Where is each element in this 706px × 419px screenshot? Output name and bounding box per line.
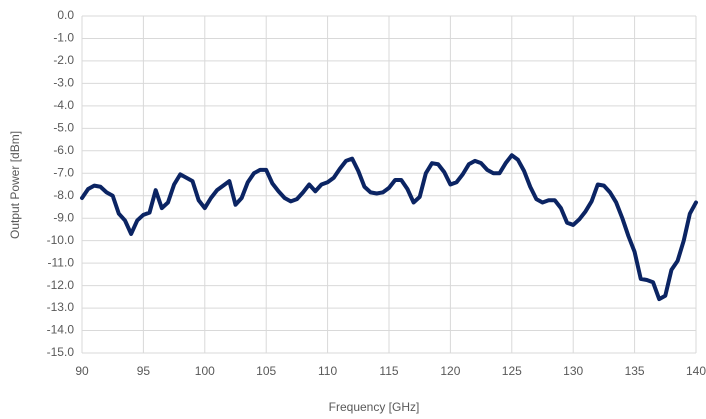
y-tick-label: -15.0 <box>47 345 75 359</box>
y-tick-label: -10.0 <box>47 233 75 247</box>
x-axis-label: Frequency [GHz] <box>329 400 420 414</box>
x-tick-label: 90 <box>75 364 89 378</box>
y-tick-label: -11.0 <box>48 255 75 269</box>
x-tick-label: 120 <box>440 364 460 378</box>
x-tick-label: 135 <box>625 364 645 378</box>
y-tick-label: -14.0 <box>47 323 75 337</box>
x-tick-label: 95 <box>137 364 151 378</box>
y-tick-label: 0.0 <box>57 8 74 22</box>
y-tick-label: -5.0 <box>53 121 74 135</box>
x-tick-label: 105 <box>256 364 276 378</box>
y-tick-label: -12.0 <box>47 278 75 292</box>
x-tick-label: 110 <box>318 364 337 378</box>
y-tick-label: -3.0 <box>53 76 74 90</box>
data-line <box>80 153 698 302</box>
y-tick-label: -2.0 <box>53 53 74 67</box>
x-tick-label: 115 <box>379 364 398 378</box>
x-tick-label: 130 <box>563 364 583 378</box>
y-axis-label: Output Power [dBm] <box>8 131 22 239</box>
y-tick-label: -1.0 <box>53 31 74 45</box>
x-tick-label: 125 <box>502 364 522 378</box>
y-tick-label: -9.0 <box>53 210 74 224</box>
y-tick-label: -4.0 <box>53 98 74 112</box>
y-tick-label: -7.0 <box>53 165 74 179</box>
y-tick-label: -6.0 <box>53 143 74 157</box>
x-tick-label: 140 <box>686 364 706 378</box>
y-tick-label: -13.0 <box>47 300 75 314</box>
x-tick-label: 100 <box>195 364 215 378</box>
y-tick-label: -8.0 <box>53 188 74 202</box>
